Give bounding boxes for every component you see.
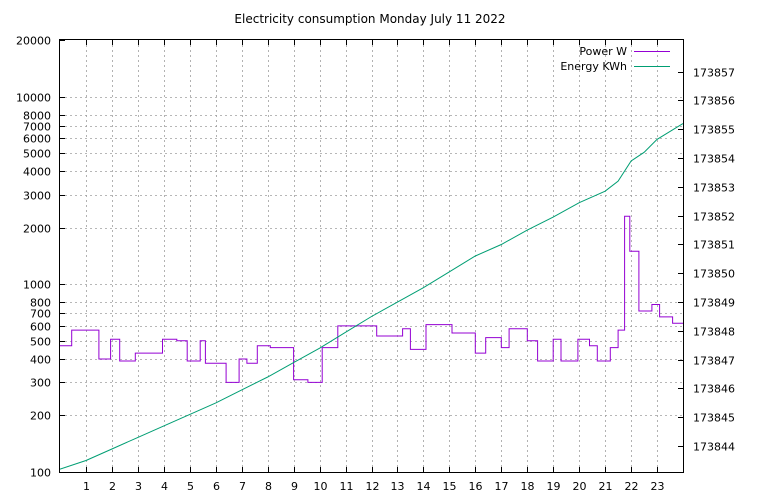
y-right-tick-label: 173857	[693, 67, 735, 80]
y-left-tick-label: 5000	[23, 148, 51, 161]
y-left-tick-label: 2000	[23, 223, 51, 236]
x-tick-label: 1	[83, 480, 90, 493]
y-right-tick-label: 173845	[693, 412, 735, 425]
y-left-tick-label: 8000	[23, 110, 51, 123]
y-right-tick-label: 173849	[693, 297, 735, 310]
x-tick-label: 17	[495, 480, 509, 493]
legend: Power W Energy KWh	[560, 45, 670, 73]
y-left-tick-label: 10000	[16, 92, 51, 105]
legend-label-power-w: Power W	[579, 45, 627, 58]
x-tick-label: 5	[187, 480, 194, 493]
y-right-tick-label: 173844	[693, 441, 735, 454]
y-left-tick-label: 500	[30, 336, 51, 349]
y-left-tick-label: 800	[30, 297, 51, 310]
x-tick-label: 16	[469, 480, 483, 493]
y-left-tick-label: 300	[30, 377, 51, 390]
y-left-tick-label: 3000	[23, 190, 51, 203]
series-layer	[60, 123, 683, 470]
y-left-tick-label: 200	[30, 410, 51, 423]
y-right-tick-label: 173848	[693, 326, 735, 339]
x-tick-label: 15	[443, 480, 457, 493]
x-tick-label: 12	[366, 480, 380, 493]
x-tick-label: 11	[340, 480, 354, 493]
y-right-tick-label: 173847	[693, 355, 735, 368]
y-left-tick-label: 7000	[23, 121, 51, 134]
x-tick-label: 21	[599, 480, 613, 493]
y-left-tick-label: 1000	[23, 279, 51, 292]
y-right-tick-label: 173850	[693, 268, 735, 281]
y-right-tick-label: 173852	[693, 211, 735, 224]
x-tick-label: 13	[391, 480, 405, 493]
x-tick-label: 10	[314, 480, 328, 493]
x-tick-label: 23	[651, 480, 665, 493]
grid	[60, 40, 683, 472]
x-tick-label: 19	[547, 480, 561, 493]
x-tick-label: 3	[135, 480, 142, 493]
x-tick-label: 18	[521, 480, 535, 493]
y-right-tick-label: 173851	[693, 239, 735, 252]
x-tick-label: 14	[417, 480, 431, 493]
plot-border	[59, 39, 684, 473]
y-left-tick-label: 100	[30, 467, 51, 480]
series-line-power-w	[60, 215, 683, 383]
y-right-tick-label: 173846	[693, 383, 735, 396]
axis-ticks: 1 2 3 4 5 6 7 8 9 10 11 12 13 14 15 16 17 18 19 20 21 22 23100…	[16, 35, 735, 494]
y-left-tick-label: 20000	[16, 35, 51, 48]
y-left-tick-label: 700	[30, 308, 51, 321]
x-tick-label: 2	[109, 480, 116, 493]
chart-title: Electricity consumption Monday July 11 2…	[234, 12, 505, 26]
y-left-tick-label: 400	[30, 354, 51, 367]
series-line-energy-kwh	[60, 123, 683, 470]
y-left-tick-label: 600	[30, 321, 51, 334]
y-left-tick-label: 4000	[23, 166, 51, 179]
y-left-tick-label: 6000	[23, 133, 51, 146]
x-tick-label: 8	[265, 480, 272, 493]
x-tick-label: 20	[573, 480, 587, 493]
legend-label-energy-kwh: Energy KWh	[560, 60, 627, 73]
x-tick-label: 6	[213, 480, 220, 493]
y-right-tick-label: 173856	[693, 95, 735, 108]
x-tick-label: 7	[239, 480, 246, 493]
x-tick-label: 4	[161, 480, 168, 493]
x-tick-label: 9	[291, 480, 298, 493]
y-right-tick-label: 173853	[693, 182, 735, 195]
y-right-tick-label: 173854	[693, 153, 735, 166]
y-right-tick-label: 173855	[693, 124, 735, 137]
x-tick-label: 22	[625, 480, 639, 493]
